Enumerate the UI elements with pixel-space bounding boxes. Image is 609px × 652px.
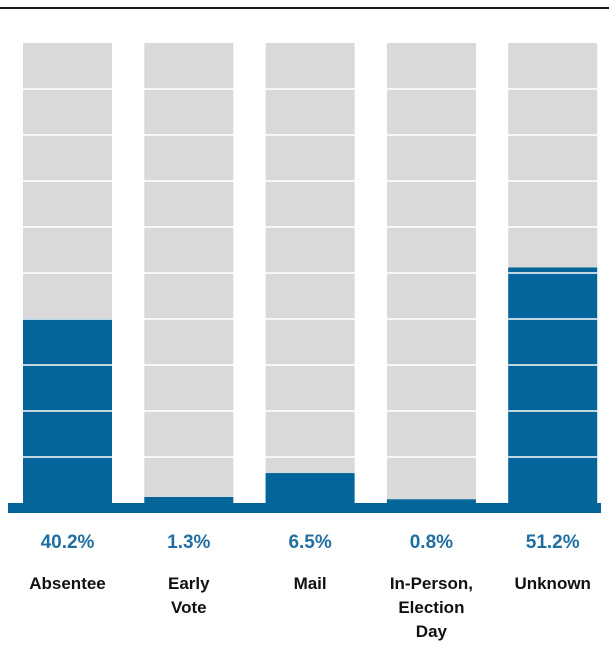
value-label: 40.2%	[41, 532, 95, 553]
value-label: 6.5%	[288, 532, 331, 553]
category-label-line: In-Person,	[390, 574, 473, 593]
baseline	[8, 503, 601, 513]
value-label: 1.3%	[167, 532, 210, 553]
category-label: In-Person, Election Day	[390, 574, 473, 641]
category-label: Mail	[294, 574, 327, 593]
category-label-line: Unknown	[514, 574, 591, 593]
category-label: Absentee	[29, 574, 106, 593]
top-rule	[0, 7, 609, 9]
value-label: 0.8%	[410, 532, 453, 553]
value-label: 51.2%	[526, 532, 580, 553]
category-label-line: Mail	[294, 574, 327, 593]
bar	[508, 267, 598, 503]
bar	[386, 499, 476, 503]
category-label: Unknown	[514, 574, 591, 593]
category-label-line: Election	[398, 598, 464, 617]
bar	[265, 473, 355, 503]
category-label-line: Vote	[171, 598, 207, 617]
category-label-line: Day	[416, 622, 448, 641]
category-label-line: Early	[168, 574, 210, 593]
bar	[144, 497, 234, 503]
category-label-line: Absentee	[29, 574, 106, 593]
category-label: Early Vote	[168, 574, 210, 617]
